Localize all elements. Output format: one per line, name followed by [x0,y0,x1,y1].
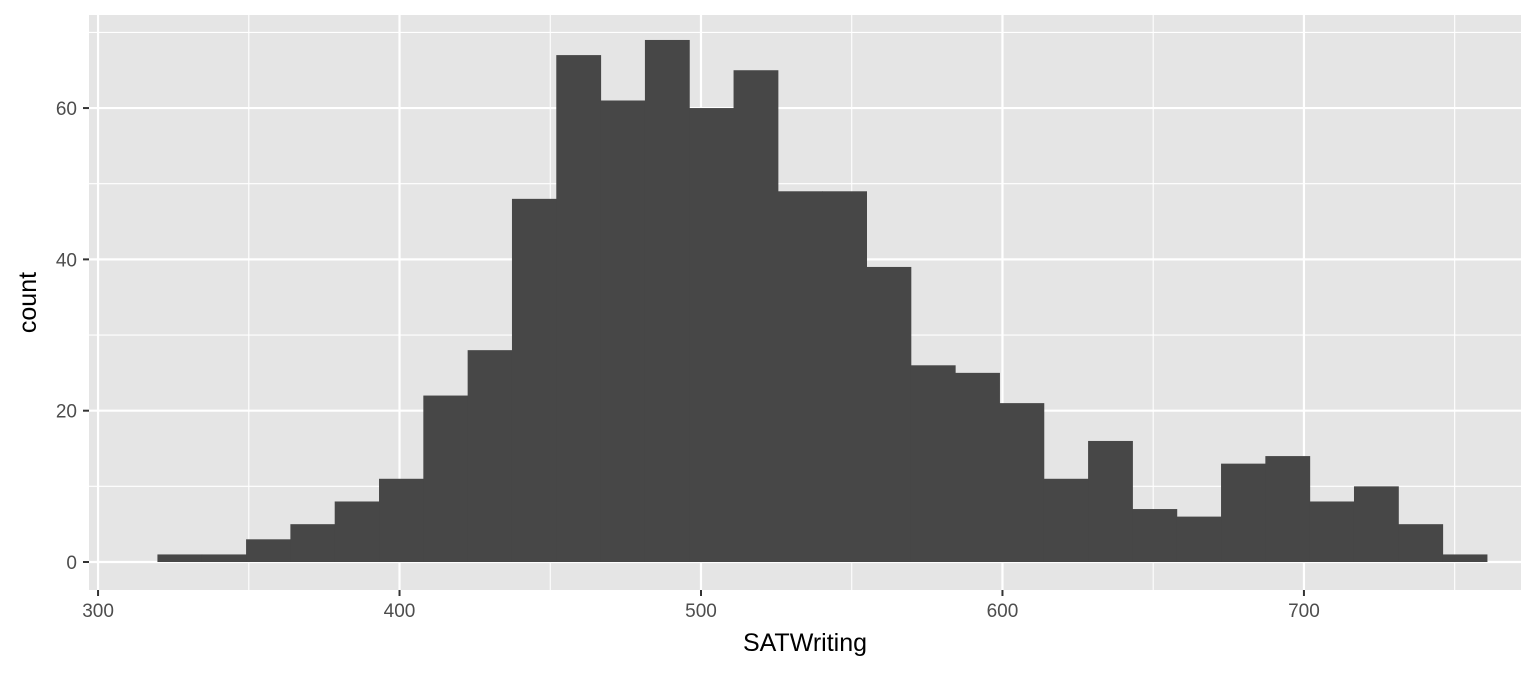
histogram-bar [689,108,735,563]
y-tick-label: 60 [56,99,77,120]
histogram-bar [556,55,602,563]
histogram-bar [777,191,823,563]
histogram-bar [1353,486,1399,563]
histogram-bar [866,266,912,563]
histogram-bar [1265,456,1311,563]
histogram-bar [157,554,203,563]
histogram-bar [1442,554,1488,563]
histogram-bar [644,39,690,563]
histogram-bar [423,395,469,563]
histogram-bar [290,524,336,563]
histogram-bar [999,403,1045,563]
histogram-bar [246,539,291,563]
histogram-bar [511,198,557,563]
histogram-bar [467,350,513,563]
histogram-bar [1176,516,1222,563]
histogram-bar [1398,524,1444,563]
y-axis-title: count [14,272,42,333]
histogram-bar [334,501,380,563]
histogram-bar [600,100,646,563]
histogram-bar [955,372,1000,563]
histogram-bar [1309,501,1355,563]
histogram-bar [1043,478,1089,563]
y-tick-label: 20 [56,402,77,423]
histogram-bar [1221,463,1266,563]
x-axis-title: SATWriting [743,629,867,657]
histogram-bar [379,478,424,563]
y-tick-label: 0 [66,553,77,574]
histogram-bar [910,365,956,563]
x-tick-label: 400 [384,601,416,622]
x-tick-label: 700 [1288,601,1320,622]
histogram-bar [1088,440,1133,563]
histogram-bar [733,70,779,563]
axes: 0 20 40 60 300 400 500 600 700 [56,99,1320,622]
histogram-bar [201,554,247,563]
histogram-bar [1132,509,1178,563]
x-tick-label: 600 [987,601,1019,622]
x-tick-label: 500 [685,601,717,622]
x-tick-label: 300 [82,601,114,622]
y-tick-label: 40 [56,250,77,271]
histogram-bar [822,191,868,563]
histogram-bars [157,39,1488,563]
